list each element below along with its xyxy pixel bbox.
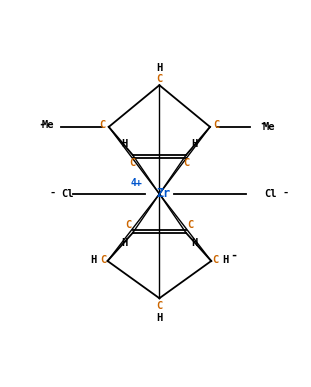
Text: -: - (38, 118, 45, 131)
Text: Zr: Zr (156, 187, 170, 200)
Text: H: H (156, 63, 163, 73)
Text: -: - (230, 249, 237, 262)
Text: C: C (187, 220, 193, 230)
Text: C: C (156, 301, 163, 311)
Text: C: C (125, 220, 132, 230)
Text: C: C (214, 120, 220, 130)
Text: C: C (156, 74, 163, 84)
Text: -: - (49, 187, 56, 197)
Text: -: - (282, 187, 289, 197)
Text: H: H (191, 238, 197, 248)
Text: C: C (183, 158, 189, 168)
Text: 4+: 4+ (131, 178, 142, 188)
Text: Me: Me (42, 120, 54, 130)
Text: Cl: Cl (264, 189, 276, 199)
Text: C: C (212, 255, 219, 264)
Text: C: C (130, 158, 136, 168)
Text: -: - (259, 117, 267, 130)
Text: Me: Me (263, 122, 276, 132)
Text: Cl: Cl (62, 189, 74, 199)
Text: H: H (121, 139, 128, 149)
Text: C: C (100, 255, 106, 264)
Text: H: H (91, 255, 97, 264)
Text: H: H (156, 313, 163, 323)
Text: H: H (121, 238, 128, 248)
Text: H: H (222, 255, 228, 264)
Text: H: H (191, 139, 197, 149)
Text: C: C (99, 120, 105, 130)
